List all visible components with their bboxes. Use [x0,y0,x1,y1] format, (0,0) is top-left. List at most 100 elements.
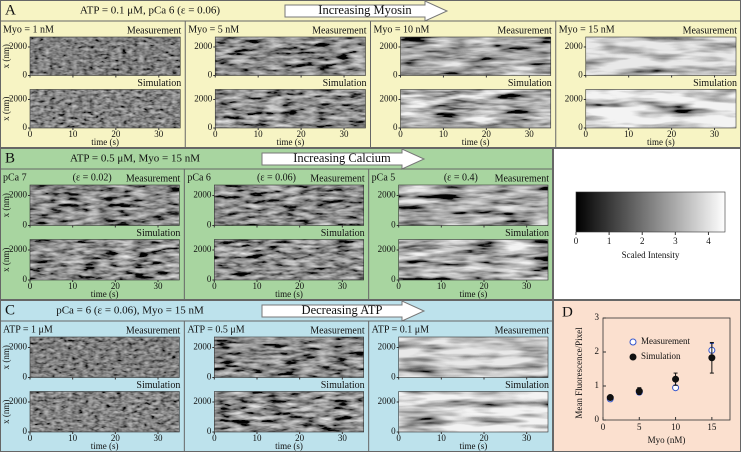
column-label: pCa 7 [3,172,27,183]
colorbar-tick-label: 4 [706,236,711,246]
image-label: Measurement [495,173,550,184]
x-axis-label: time (s) [462,137,490,147]
image-label: Measurement [310,173,365,184]
kymograph-frame [398,391,549,433]
panel-header: pCa = 6 (ε = 0.06), Myo = 15 nM [56,305,204,317]
x-tick-label: 0 [213,129,218,139]
image-label: Measurement [497,25,552,36]
image-label: Simulation [505,380,549,391]
kymograph-image [215,37,366,76]
y-tick-label: 2000 [193,342,212,352]
y-tick-label: 2 [595,346,600,356]
x-tick-label: 10 [437,433,447,443]
legend-label: Simulation [641,351,681,361]
x-tick-label: 0 [28,129,33,139]
x-tick-label: 30 [525,129,535,139]
y-tick-label: 0 [207,426,212,436]
y-tick-label: 0 [578,122,583,132]
x-tick-label: 10 [437,281,447,291]
y-tick-label: 2000 [565,94,584,104]
x-axis-label: time (s) [91,137,119,147]
y-tick-label: 2000 [380,94,399,104]
kymograph-image [585,37,736,76]
x-tick-label: 20 [111,129,121,139]
arrow-shape [284,0,449,22]
kymograph-frame [214,36,366,76]
x-tick-label: 0 [28,281,33,291]
kymograph-frame [400,36,552,76]
image-label: Measurement [683,25,738,36]
x-tick-label: 10 [624,129,634,139]
kymograph-image [214,391,364,432]
column-note: (ε = 0.4) [444,172,478,183]
y-tick-label: 0 [578,70,583,80]
x-tick-label: 30 [710,129,720,139]
y-tick-label: 2000 [9,94,28,104]
y-axis-label: x (nm) [1,248,11,272]
kymograph-frame [398,184,549,226]
kymograph-image [30,239,180,280]
y-tick-label: 2000 [193,244,212,254]
x-tick-label: 30 [338,433,348,443]
y-tick-label: 0 [207,274,212,284]
x-tick-label: 20 [297,129,307,139]
colorbar [575,191,726,233]
kymograph-frame [29,36,181,76]
x-axis-label: time (s) [459,289,487,299]
y-tick-label: 2000 [9,41,28,51]
y-axis-label: x (nm) [1,345,11,369]
x-tick-label: 30 [522,433,532,443]
kymograph-frame [29,336,180,378]
x-tick-label: 20 [111,433,121,443]
image-label: Simulation [136,228,180,239]
x-tick-label: 20 [480,433,490,443]
y-tick-label: 0 [391,220,396,230]
kymograph-image [30,89,181,128]
y-tick-label: 2000 [378,190,397,200]
x-tick-label: 30 [154,281,164,291]
y-tick-label: 2000 [378,244,397,254]
kymograph-image [398,185,548,226]
kymograph-frame [214,89,366,129]
x-tick-label: 0 [584,129,589,139]
column-note: (ε = 0.06) [257,172,296,183]
kymograph-image [400,89,551,128]
x-tick-label: 20 [482,129,492,139]
y-tick-label: 2000 [9,244,28,254]
kymograph-image [585,89,736,128]
column-label: ATP = 0.1 μM [372,324,429,335]
kymograph-frame [214,184,364,226]
y-axis-label: Mean Fluorescence/Pixel [574,327,584,419]
x-tick-label: 10 [671,422,681,432]
colorbar-label: Scaled Intensity [622,250,680,260]
y-tick-label: 2000 [9,342,28,352]
column-label: ATP = 1 μM [3,324,53,335]
y-tick-label: 0 [391,372,396,382]
image-label: Measurement [127,25,182,36]
x-tick-label: 10 [68,433,78,443]
kymograph-image [398,239,548,280]
kymograph-image [215,89,366,128]
y-tick-label: 2000 [565,41,584,51]
image-label: Measurement [126,173,181,184]
x-tick-label: 30 [154,433,164,443]
y-tick-label: 0 [23,426,28,436]
x-tick-label: 0 [398,129,403,139]
kymograph-frame [29,239,180,281]
arrow-shape [261,148,426,170]
x-tick-label: 10 [68,281,78,291]
x-axis-label: time (s) [275,289,303,299]
kymograph-image [214,239,364,280]
x-tick-label: 0 [396,281,401,291]
image-label: Measurement [310,325,365,336]
arrow-label: Increasing Calcium [293,151,391,165]
image-label: Simulation [508,78,552,89]
kymograph-frame [585,89,737,129]
x-tick-label: 20 [480,281,490,291]
colorbar-tick-label: 2 [640,236,645,246]
image-label: Simulation [137,78,181,89]
kymograph-frame [29,391,180,433]
y-tick-label: 0 [23,70,28,80]
x-tick-label: 0 [28,433,33,443]
